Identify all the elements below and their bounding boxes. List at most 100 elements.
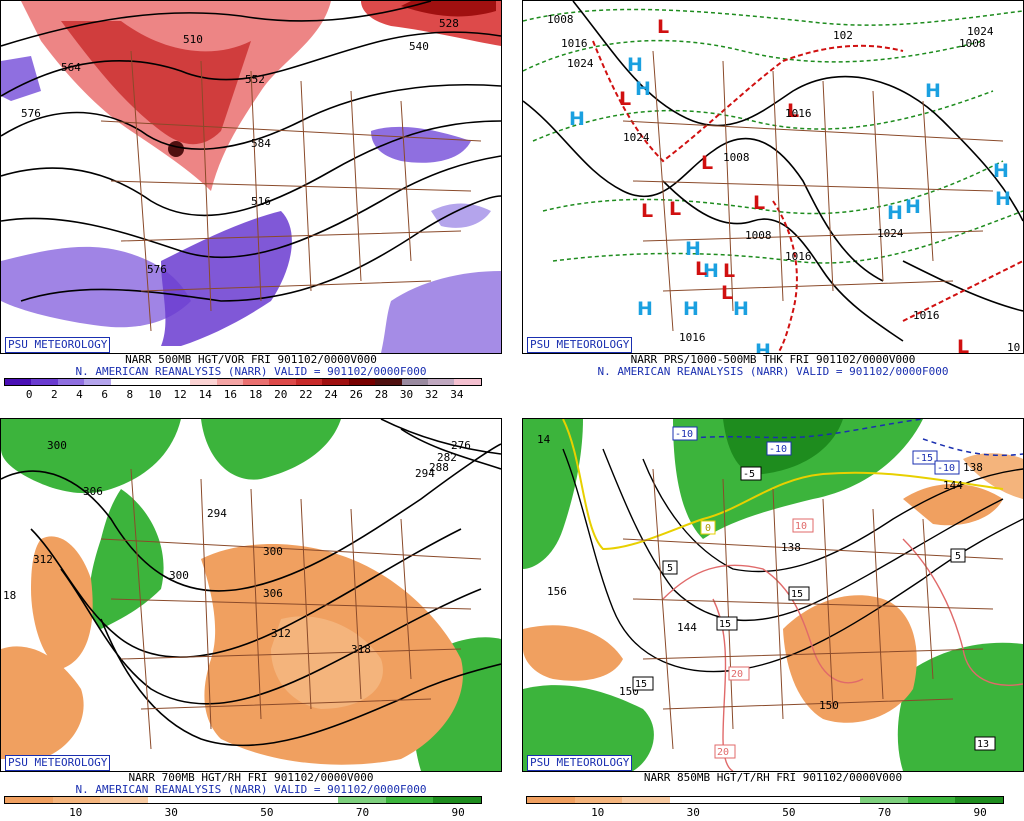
colorbar-swatch [242, 379, 270, 385]
colorbar-tick-label: 30 [399, 388, 414, 401]
isotherm-label: 15 [635, 679, 647, 690]
colorbar-swatch [216, 379, 243, 385]
colorbar-swatch [622, 797, 670, 803]
height-label: 294 [207, 507, 227, 520]
low-pressure-symbol: L [657, 16, 669, 38]
vorticity-colorbar-ticks: 0 2 4 6 8 10 12 14 16 18 20 22 24 26 28 30 32 34 [4, 388, 482, 401]
high-pressure-symbol: H [887, 202, 903, 224]
colorbar-tick-label: 26 [349, 388, 363, 401]
colorbar-tick-label: 50 [782, 806, 796, 819]
height-label: 564 [61, 61, 81, 74]
colorbar-swatch [717, 797, 765, 803]
colorbar-tick-label: 12 [173, 388, 187, 401]
low-pressure-symbol: L [957, 336, 969, 353]
valid-time-title: N. AMERICAN REANALYSIS (NARR) VALID = 90… [597, 365, 949, 378]
colorbar-tick-label: 10 [69, 806, 83, 819]
product-title: NARR 500MB HGT/VOR FRI 901102/0000V000 [125, 353, 377, 366]
map-pressure: H H H H H H H H H H H H H H L L L L L [522, 0, 1024, 354]
psu-meteorology-badge: PSU METEOROLOGY [527, 755, 633, 771]
high-pressure-symbol: H [925, 80, 941, 102]
panel-pressure-thickness: H H H H H H H H H H H H H H L L L L L [522, 0, 1024, 403]
colorbar-swatch [295, 379, 323, 385]
height-label: 510 [183, 33, 203, 46]
colorbar-tick-label: 6 [101, 388, 108, 401]
colorbar-tick-label: 70 [877, 806, 892, 819]
isotherm-label: -10 [937, 463, 955, 474]
isotherm-label: -5 [743, 469, 755, 480]
psu-meteorology-badge: PSU METEOROLOGY [5, 755, 111, 771]
height-label: 552 [245, 73, 265, 86]
isobar-label: 1016 [785, 107, 812, 120]
colorbar-swatch [137, 379, 164, 385]
high-pressure-symbol: H [569, 108, 585, 130]
isotherm-label: 0 [705, 523, 711, 534]
low-pressure-symbol: L [695, 258, 707, 280]
height-label: 282 [437, 451, 457, 464]
colorbar-swatch [290, 797, 339, 803]
height-label: 294 [415, 467, 435, 480]
vorticity-colorbar [4, 378, 482, 386]
colorbar-swatch [385, 797, 434, 803]
colorbar-tick-label: 28 [374, 388, 388, 401]
colorbar-swatch [190, 379, 217, 385]
colorbar-swatch [84, 379, 111, 385]
high-pressure-symbol: H [755, 340, 771, 353]
rh-colorbar-ticks: 10 30 50 70 90 [4, 806, 482, 819]
product-title: NARR 700MB HGT/RH FRI 901102/0000V000 [128, 771, 374, 784]
isotherm-label: 13 [977, 739, 989, 750]
colorbar-swatch [195, 797, 243, 803]
isobar-label: 10 [1007, 341, 1020, 353]
colorbar-swatch [812, 797, 861, 803]
colorbar-tick-label: 50 [260, 806, 274, 819]
isobar-label: 1024 [567, 57, 594, 70]
height-label: 576 [21, 107, 41, 120]
isotherm-label: -15 [915, 453, 933, 464]
colorbar-tick-label: 0 [25, 388, 33, 401]
height-label-layer: 528 540 552 564 576 584 516 510 576 [21, 17, 459, 276]
valid-time-title: N. AMERICAN REANALYSIS (NARR) VALID = 90… [75, 365, 427, 378]
colorbar-tick-label: 30 [164, 806, 178, 819]
isotherm-label: -10 [675, 429, 693, 440]
low-pressure-symbol: L [753, 192, 765, 214]
isobar-label: 1008 [547, 13, 574, 26]
height-label: 312 [33, 553, 53, 566]
isobar-label: 102 [833, 29, 853, 42]
isotherm-label: 10 [795, 521, 807, 532]
isobar-label: 1016 [679, 331, 706, 344]
colorbar-tick-label: 90 [451, 806, 465, 819]
panel-500mb-vorticity: 528 540 552 564 576 584 516 510 576 PSU … [0, 0, 502, 403]
low-pressure-symbol: L [619, 88, 631, 110]
height-label: 528 [439, 17, 459, 30]
colorbar-tick-label: 22 [299, 388, 313, 401]
colorbar-tick-label: 4 [76, 388, 83, 401]
colorbar-swatch [428, 379, 455, 385]
height-label: 300 [47, 439, 67, 452]
colorbar-swatch [31, 379, 58, 385]
high-pressure-symbol: H [733, 298, 749, 320]
height-label: 144 [677, 621, 697, 634]
rh850-map-svg: 156 150 144 138 150 144 138 14 -10 -10 -… [523, 419, 1023, 771]
height-label: 318 [351, 643, 371, 656]
height-label: 576 [147, 263, 167, 276]
height-label: 516 [251, 195, 271, 208]
height-label: 14 [537, 433, 551, 446]
high-pressure-symbol: H [683, 298, 699, 320]
colorbar-swatch [375, 379, 402, 385]
rh700-map-svg: 300 306 312 294 300 306 312 318 300 294 … [1, 419, 501, 771]
height-label: 18 [3, 589, 16, 602]
height-label: 138 [781, 541, 801, 554]
colorbar-tick-label: 10 [591, 806, 605, 819]
colorbar-tick-label: 30 [686, 806, 700, 819]
low-pressure-symbol: L [701, 152, 713, 174]
panel-850mb-rh: 156 150 144 138 150 144 138 14 -10 -10 -… [522, 418, 1024, 821]
colorbar-swatch [52, 797, 101, 803]
height-label: 540 [409, 40, 429, 53]
colorbar-swatch [110, 379, 138, 385]
high-pressure-symbol: H [627, 54, 643, 76]
panel-700mb-rh: 300 306 312 294 300 306 312 318 300 294 … [0, 418, 502, 821]
low-pressure-symbol: L [721, 282, 733, 304]
colorbar-tick-label: 8 [126, 388, 134, 401]
colorbar-swatch [433, 797, 481, 803]
colorbar-swatch [574, 797, 623, 803]
colorbar-swatch [242, 797, 291, 803]
